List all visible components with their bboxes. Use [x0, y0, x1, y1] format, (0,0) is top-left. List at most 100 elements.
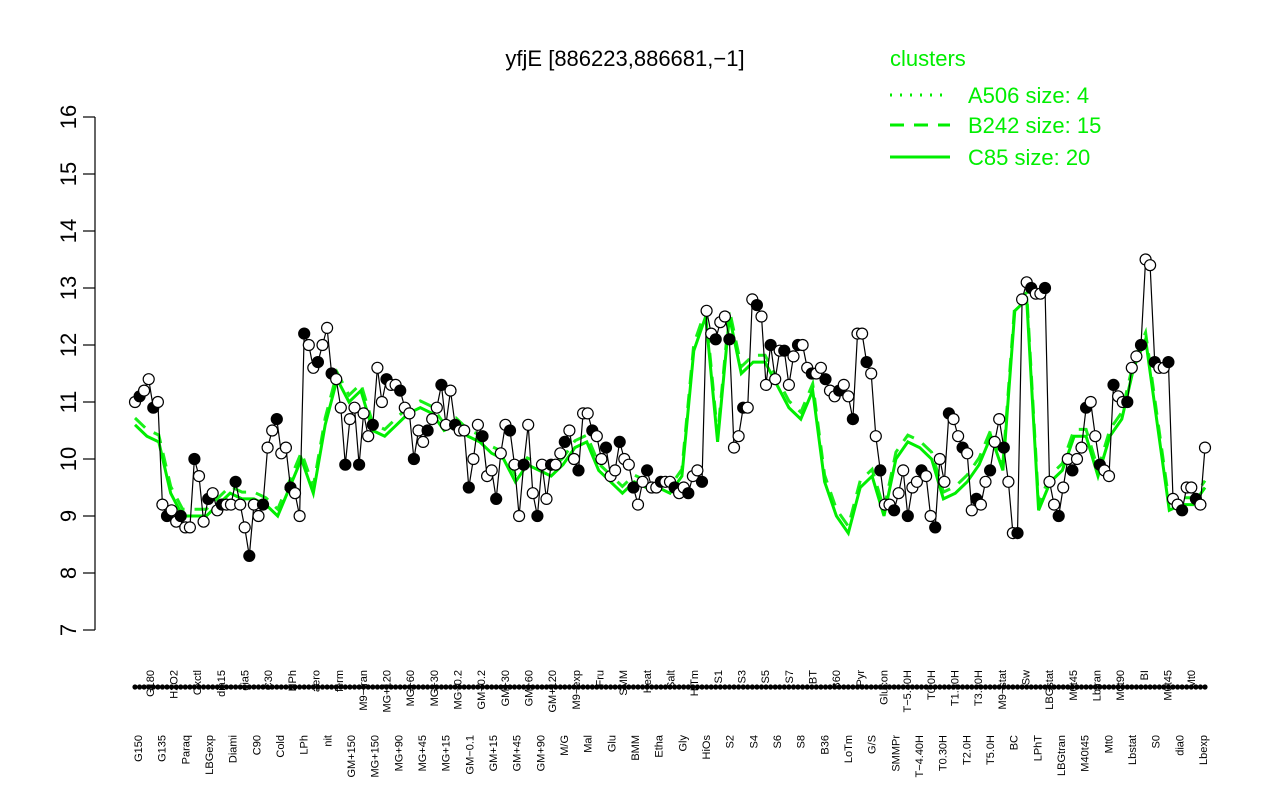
x-tick	[722, 684, 728, 690]
x-tick	[516, 684, 522, 690]
x-tick	[169, 684, 175, 690]
x-tick-label: BMM	[630, 735, 642, 761]
data-point	[476, 430, 489, 443]
x-tick-label: T3.30H	[973, 670, 985, 706]
x-tick-label: BC	[1009, 735, 1021, 750]
x-tick	[891, 684, 897, 690]
x-tick	[406, 684, 412, 690]
x-tick-label: GM+15	[488, 735, 500, 771]
x-tick	[662, 684, 669, 690]
x-tick	[621, 684, 627, 690]
data-point	[471, 418, 484, 431]
data-point	[613, 435, 626, 448]
data-point	[321, 321, 334, 334]
x-tick	[1179, 684, 1185, 690]
x-tick	[397, 684, 403, 690]
x-tick	[356, 684, 362, 690]
data-point	[682, 487, 695, 500]
x-tick	[918, 684, 925, 690]
x-tick	[1115, 684, 1121, 690]
x-tick	[365, 684, 371, 690]
legend: clusters A506 size: 4 B242 size: 15 C85 …	[890, 46, 1101, 170]
legend-label-b242: B242 size: 15	[968, 113, 1101, 138]
data-point	[366, 418, 379, 431]
x-tick-label: GM+45	[512, 735, 524, 771]
x-tick	[534, 684, 541, 690]
x-tick	[1088, 684, 1094, 690]
data-point	[695, 475, 709, 488]
data-point	[261, 441, 274, 454]
x-tick	[987, 684, 993, 690]
data-point	[343, 413, 356, 426]
x-tick	[159, 684, 165, 690]
data-point	[947, 413, 960, 426]
data-point	[1047, 498, 1061, 511]
data-point	[563, 424, 576, 437]
x-tick	[896, 684, 902, 690]
x-tick	[768, 684, 774, 690]
data-point	[311, 356, 324, 369]
x-tick	[1051, 684, 1057, 690]
y-tick-label: 16	[56, 105, 81, 129]
x-tick	[173, 684, 179, 690]
x-tick	[342, 684, 348, 690]
x-tick	[1143, 684, 1149, 690]
x-tick-label: LBGtran	[1056, 735, 1068, 776]
x-tick-label: M40t45	[1080, 735, 1092, 772]
data-point	[243, 549, 256, 563]
x-tick	[498, 684, 504, 690]
x-tick	[809, 684, 815, 690]
x-tick	[749, 684, 755, 690]
x-tick-label: S1	[713, 670, 725, 683]
x-tick	[301, 684, 307, 690]
x-tick-label: nit	[322, 735, 334, 747]
data-point	[485, 464, 498, 477]
x-tick-label: SMM	[618, 670, 630, 696]
x-tick-label: GM+30	[500, 670, 512, 706]
data-point	[622, 458, 635, 471]
data-point	[238, 521, 251, 534]
x-tick	[1138, 684, 1144, 690]
x-tick	[1028, 684, 1034, 690]
legend-label-a506: A506 size: 4	[968, 83, 1089, 108]
x-tick	[452, 684, 458, 690]
data-point	[188, 452, 201, 466]
data-point	[819, 373, 832, 386]
x-tick	[635, 684, 641, 690]
data-point	[1011, 526, 1024, 540]
x-tick	[1188, 684, 1194, 690]
x-tick-label: M0t90	[1115, 670, 1127, 701]
data-point	[1121, 395, 1134, 409]
data-point	[512, 509, 526, 523]
x-tick-label: GM+150	[346, 735, 358, 778]
x-tick-label: Fru	[595, 670, 607, 687]
x-tick	[539, 684, 545, 690]
x-tick-label: Glucon	[879, 670, 891, 705]
data-point	[494, 447, 507, 460]
data-point	[490, 492, 503, 505]
data-point	[897, 464, 910, 477]
x-tick	[475, 684, 481, 690]
x-tick-label: MG+15	[441, 735, 453, 771]
x-tick	[191, 684, 197, 690]
data-point	[1015, 293, 1029, 306]
data-point	[394, 384, 407, 397]
x-tick	[489, 684, 495, 690]
x-tick	[255, 684, 262, 690]
x-tick-label: SMMPr	[890, 735, 902, 772]
data-point	[581, 407, 594, 420]
data-point	[357, 407, 370, 420]
x-tick	[1019, 684, 1025, 690]
data-point	[375, 395, 388, 409]
x-tick	[1024, 684, 1030, 690]
x-tick	[1193, 684, 1199, 690]
x-tick	[201, 684, 207, 690]
x-tick-label: BT	[808, 670, 820, 684]
data-point	[636, 475, 649, 488]
x-tick	[717, 684, 723, 690]
x-tick	[713, 684, 719, 690]
x-tick	[658, 684, 664, 690]
x-tick-label: BI	[1139, 670, 1151, 680]
x-tick	[598, 684, 605, 690]
x-tick	[310, 684, 316, 690]
